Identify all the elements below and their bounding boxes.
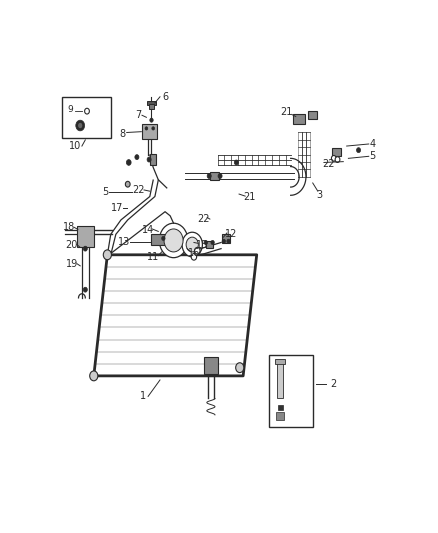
Bar [276, 411, 284, 420]
Circle shape [83, 246, 87, 251]
Bar [277, 361, 283, 399]
Text: 3: 3 [317, 190, 322, 200]
Circle shape [90, 371, 98, 381]
Text: 18: 18 [63, 222, 75, 232]
Circle shape [164, 229, 183, 252]
Circle shape [335, 157, 340, 163]
Circle shape [332, 156, 336, 161]
Circle shape [357, 148, 360, 152]
Circle shape [85, 108, 89, 114]
Circle shape [147, 157, 151, 162]
Bar [206, 241, 212, 248]
Circle shape [236, 363, 244, 373]
Circle shape [152, 127, 155, 130]
Text: 17: 17 [111, 203, 124, 213]
Text: 13: 13 [118, 238, 131, 247]
Bar [149, 104, 154, 109]
Circle shape [135, 155, 139, 159]
Circle shape [234, 160, 238, 165]
Bar [148, 101, 155, 105]
Text: 7: 7 [135, 110, 141, 120]
Text: 16: 16 [188, 248, 200, 258]
Circle shape [186, 237, 198, 252]
Circle shape [145, 127, 148, 130]
Text: 22: 22 [322, 159, 335, 168]
Circle shape [227, 239, 230, 243]
Circle shape [159, 223, 188, 257]
Circle shape [182, 232, 202, 257]
Circle shape [125, 181, 130, 187]
Text: 5: 5 [369, 151, 375, 161]
Text: 14: 14 [142, 225, 154, 235]
Text: 22: 22 [133, 185, 145, 195]
Bar [293, 114, 305, 125]
Circle shape [150, 118, 153, 122]
Text: 21: 21 [280, 107, 293, 117]
Circle shape [103, 250, 111, 260]
Text: 15: 15 [196, 239, 208, 249]
Bar [332, 148, 341, 156]
Text: 9: 9 [67, 104, 73, 114]
Text: 21: 21 [244, 192, 256, 203]
Circle shape [83, 287, 87, 292]
Text: 12: 12 [225, 229, 237, 239]
Circle shape [207, 174, 211, 179]
Circle shape [218, 174, 222, 179]
Text: 4: 4 [369, 139, 375, 149]
Text: 19: 19 [66, 259, 78, 269]
Circle shape [76, 120, 85, 131]
Text: 1: 1 [140, 391, 146, 401]
Text: 22: 22 [197, 214, 209, 224]
Circle shape [191, 254, 197, 260]
Bar [308, 111, 317, 119]
Bar [276, 359, 285, 364]
Bar [77, 226, 94, 247]
Circle shape [211, 240, 214, 245]
Text: 2: 2 [330, 379, 336, 389]
Bar [142, 124, 157, 140]
Text: 5: 5 [102, 187, 108, 197]
Circle shape [162, 236, 165, 240]
Bar [61, 97, 111, 138]
Text: 11: 11 [147, 252, 159, 262]
Bar [210, 172, 219, 180]
Circle shape [204, 240, 208, 245]
Text: 6: 6 [162, 92, 168, 102]
Bar [278, 405, 283, 410]
Circle shape [127, 159, 131, 165]
Bar [150, 155, 156, 165]
Circle shape [78, 122, 83, 129]
Bar [222, 234, 230, 243]
Bar [268, 356, 313, 427]
Text: 20: 20 [66, 239, 78, 249]
Bar [204, 358, 218, 374]
Text: 8: 8 [120, 129, 126, 139]
Circle shape [222, 239, 226, 243]
Text: 10: 10 [69, 141, 81, 151]
Circle shape [194, 247, 200, 254]
Bar [152, 235, 165, 245]
